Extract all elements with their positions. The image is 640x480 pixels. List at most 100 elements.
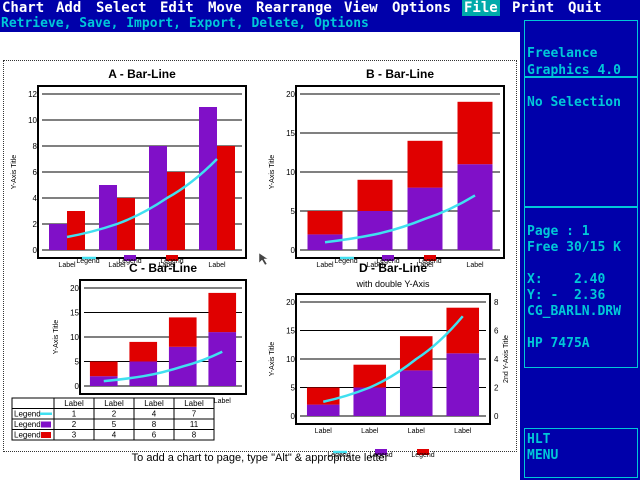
selection-status: No Selection: [527, 95, 621, 110]
chart-1-title: B - Bar-Line: [366, 67, 434, 81]
chart-2-series-line: [103, 350, 223, 383]
chart-3-ytick-label: 20: [286, 298, 295, 307]
chart-2-title: C - Bar-Line: [129, 261, 197, 275]
hlt-label[interactable]: HLT: [527, 432, 551, 447]
chart-0-xtick-label: Label: [158, 262, 176, 269]
chart-2-table-cell: 8: [152, 420, 157, 429]
chart-0-legend-label: Legend: [118, 258, 141, 265]
chart-2-table-header: Label: [184, 399, 204, 408]
chart-3-xtick-label: Label: [361, 428, 379, 435]
chart-2-bar: [208, 332, 237, 386]
chart-0-series-line: [66, 158, 218, 239]
chart-2-table-rowname: Legend: [14, 420, 41, 429]
chart-1-xtick-label: Label: [316, 262, 334, 269]
chart-3-ytick-label: 5: [291, 384, 296, 393]
chart-3-bar: [353, 364, 387, 388]
menu-select[interactable]: Select: [96, 0, 147, 16]
chart-2-table-rowname: Legend: [14, 431, 41, 440]
info-box: [524, 206, 638, 368]
free-memory: Free 30/15 K: [527, 240, 621, 255]
menu-quit[interactable]: Quit: [568, 0, 602, 16]
app-title-line2: Graphics 4.0: [527, 63, 621, 78]
status-message: To add a chart to page, type "Alt" & app…: [131, 452, 389, 464]
menu-bar: Chart Add Select Edit Move Rearrange Vie…: [0, 0, 640, 16]
chart-0-xtick-label: Label: [58, 262, 76, 269]
chart-1-xtick-label: Label: [366, 262, 384, 269]
chart-2-bar: [208, 292, 237, 333]
chart-3-ytick-label: 0: [291, 412, 296, 421]
chart-0-bar: [149, 146, 167, 250]
chart-1-ytick-label: 20: [286, 90, 295, 99]
chart-3-ylabel: Y-Axis Title: [269, 342, 276, 376]
chart-0-bar: [49, 224, 67, 250]
chart-3-bar: [306, 404, 340, 416]
chart-2-table-header: Label: [144, 399, 164, 408]
chart-2-table-rowname: Legend: [14, 410, 41, 419]
chart-2-ytick-label: 15: [70, 309, 79, 318]
chart-0-ytick-label: 12: [28, 90, 37, 99]
menu-file[interactable]: File: [462, 0, 500, 16]
menu-view[interactable]: View: [344, 0, 378, 16]
chart-2-bar: [168, 317, 197, 347]
menu-add[interactable]: Add: [56, 0, 82, 16]
chart-1-legend-label: Legend: [418, 258, 441, 265]
chart-1-legend-swatch: [424, 255, 436, 261]
chart-0-legend-swatch: [124, 255, 136, 261]
chart-1-ytick-label: 0: [291, 246, 296, 255]
chart-1-bar: [457, 164, 493, 250]
chart-2-table-header: Label: [104, 399, 124, 408]
chart-2-table-cell: 4: [112, 431, 117, 440]
chart-1-ytick-label: 5: [291, 207, 296, 216]
chart-3-legend-swatch: [375, 449, 387, 455]
chart-1-bar: [407, 140, 443, 188]
chart-1-bar: [357, 179, 393, 211]
chart-2-bar: [129, 341, 158, 362]
page-number: Page : 1: [527, 224, 590, 239]
menu-edit[interactable]: Edit: [160, 0, 194, 16]
menu-label[interactable]: MENU: [527, 448, 559, 463]
menu-rearrange[interactable]: Rearrange: [256, 0, 332, 16]
chart-3-y2tick-label: 2: [494, 384, 499, 393]
printer-name: HP 7475A: [527, 336, 590, 351]
chart-3-bar: [399, 336, 433, 371]
menu-chart[interactable]: Chart: [2, 0, 45, 16]
drawing-canvas[interactable]: A - Bar-Line 0 2 4 6 8 10 12 Y-Axis Title Label La…: [0, 32, 520, 480]
chart-2-table-cell: 7: [192, 410, 197, 419]
chart-2-ytick-label: 20: [70, 284, 79, 293]
chart-0-bar: [199, 107, 217, 250]
menu-hint-box: [524, 428, 638, 478]
chart-2-table-cell: 2: [112, 410, 117, 419]
chart-3-ytick-label: 15: [286, 327, 295, 336]
chart-3-y2label: 2nd Y-Axis Title: [503, 335, 510, 383]
chart-0-ytick-label: 10: [28, 116, 37, 125]
chart-0-ytick-label: 6: [33, 168, 38, 177]
chart-3-subtitle: with double Y-Axis: [355, 279, 430, 289]
submenu-description: Retrieve, Save, Import, Export, Delete, …: [0, 16, 521, 32]
chart-1-ytick-label: 15: [286, 129, 295, 138]
chart-2-ytick-label: 0: [75, 382, 80, 391]
chart-0-title: A - Bar-Line: [108, 67, 176, 81]
chart-3-legend-label: Legend: [411, 452, 434, 459]
chart-1-bar: [307, 211, 343, 235]
chart-0-ytick-label: 8: [33, 142, 38, 151]
menu-move[interactable]: Move: [208, 0, 242, 16]
chart-3-bar: [446, 307, 480, 354]
chart-2-ytick-label: 10: [70, 333, 79, 342]
chart-0-legend-label: Legend: [160, 258, 183, 265]
selection-box: [524, 76, 638, 208]
chart-2-ytick-label: 5: [75, 358, 80, 367]
chart-0-legend-swatch: [166, 255, 178, 261]
chart-0-bar: [217, 146, 235, 250]
charts-svg: A - Bar-Line 0 2 4 6 8 10 12 Y-Axis Title Label La…: [11, 67, 510, 459]
chart-1-legend-swatch: [382, 255, 394, 261]
menu-options[interactable]: Options: [392, 0, 452, 16]
chart-3-y2tick-label: 0: [494, 412, 499, 421]
chart-2-xtick-label: Label: [214, 398, 232, 405]
chart-3-xtick-label: Label: [408, 428, 426, 435]
chart-3-xtick-label: Label: [454, 428, 472, 435]
chart-0-ylabel: Y-Axis Title: [11, 155, 18, 189]
chart-0-bar: [99, 185, 117, 250]
chart-1-ylabel: Y-Axis Title: [269, 155, 276, 189]
menu-print[interactable]: Print: [512, 0, 555, 16]
chart-0-bar: [167, 172, 185, 250]
